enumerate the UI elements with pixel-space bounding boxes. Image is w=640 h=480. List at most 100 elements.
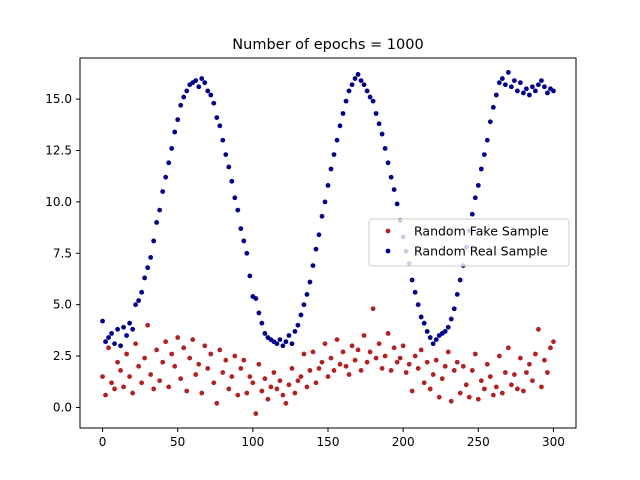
x-tick-label: 250 <box>467 435 490 449</box>
data-point <box>142 275 148 281</box>
data-point <box>157 378 163 384</box>
data-point <box>536 326 541 332</box>
data-point <box>280 343 286 349</box>
data-point <box>331 368 337 373</box>
data-point <box>542 357 547 363</box>
data-point <box>214 115 220 121</box>
data-point <box>517 355 523 361</box>
data-point <box>430 372 436 377</box>
data-point <box>319 213 325 219</box>
data-point <box>259 388 265 394</box>
data-point <box>178 102 184 108</box>
data-point <box>121 324 126 330</box>
data-point <box>358 368 364 373</box>
data-point <box>379 365 385 371</box>
data-point <box>475 396 481 402</box>
data-point <box>337 123 343 129</box>
data-point <box>127 374 132 380</box>
data-point <box>508 382 514 388</box>
data-point <box>463 382 469 388</box>
legend-box <box>368 218 570 267</box>
data-points <box>100 69 556 417</box>
data-point <box>475 183 481 188</box>
data-point <box>418 347 424 353</box>
data-point <box>112 386 117 392</box>
data-point <box>115 359 120 365</box>
data-point <box>193 372 199 377</box>
data-point <box>496 80 502 86</box>
data-point <box>211 100 217 106</box>
data-point <box>524 370 529 375</box>
data-point <box>103 392 108 398</box>
data-point <box>340 111 346 116</box>
data-point <box>112 341 117 347</box>
data-point <box>298 312 304 318</box>
data-point <box>517 80 523 86</box>
data-point <box>244 390 250 396</box>
data-point <box>340 349 346 355</box>
data-point <box>400 343 406 349</box>
data-point <box>226 386 232 392</box>
data-point <box>265 396 271 402</box>
data-point <box>238 226 244 232</box>
data-point <box>154 220 160 225</box>
data-point <box>415 302 421 308</box>
data-point <box>548 345 553 351</box>
data-point <box>214 400 220 406</box>
data-point <box>478 378 484 384</box>
data-point <box>277 378 283 384</box>
data-point <box>130 326 136 332</box>
data-point <box>539 78 544 84</box>
data-point <box>536 82 541 88</box>
plot-area: 0 50 100 150 200 250 300 0.0 2.5 5.0 7.5 10.0 12.5 15… <box>45 92 565 449</box>
data-point <box>490 104 496 110</box>
data-point <box>100 318 105 324</box>
data-point <box>469 368 475 373</box>
data-point <box>502 370 508 375</box>
data-point <box>530 378 535 384</box>
data-point <box>373 111 379 116</box>
data-point <box>436 394 442 400</box>
legend-label: Random Real Sample <box>414 244 548 259</box>
data-point <box>325 183 331 188</box>
data-point <box>527 361 532 367</box>
data-point <box>205 365 211 371</box>
data-point <box>385 331 391 336</box>
data-point <box>109 380 114 386</box>
data-point <box>256 361 262 367</box>
data-point <box>454 291 460 297</box>
data-point <box>175 335 181 340</box>
data-point <box>520 90 526 96</box>
data-point <box>487 119 493 125</box>
data-point <box>145 265 151 271</box>
data-point <box>154 347 160 353</box>
data-point <box>382 146 388 151</box>
data-point <box>124 333 129 338</box>
data-point <box>322 199 328 205</box>
data-point <box>520 388 526 394</box>
data-point <box>545 370 550 375</box>
data-point <box>469 211 475 217</box>
data-point <box>514 386 520 392</box>
data-point <box>433 357 439 363</box>
data-point <box>151 238 157 244</box>
data-point <box>166 160 172 166</box>
data-point <box>331 152 337 158</box>
data-point <box>361 82 367 88</box>
data-point <box>394 359 400 365</box>
data-point <box>148 372 154 377</box>
data-point <box>169 146 175 151</box>
data-point <box>304 291 310 297</box>
data-point <box>412 289 418 295</box>
data-point <box>424 328 430 334</box>
data-point <box>217 123 223 129</box>
data-point <box>172 129 178 135</box>
data-point <box>115 326 120 332</box>
data-point <box>514 88 520 94</box>
data-point <box>533 88 538 94</box>
series-1 <box>100 69 556 349</box>
data-point <box>175 117 181 123</box>
data-point <box>133 302 139 308</box>
data-point <box>457 277 463 283</box>
data-point <box>130 390 136 396</box>
